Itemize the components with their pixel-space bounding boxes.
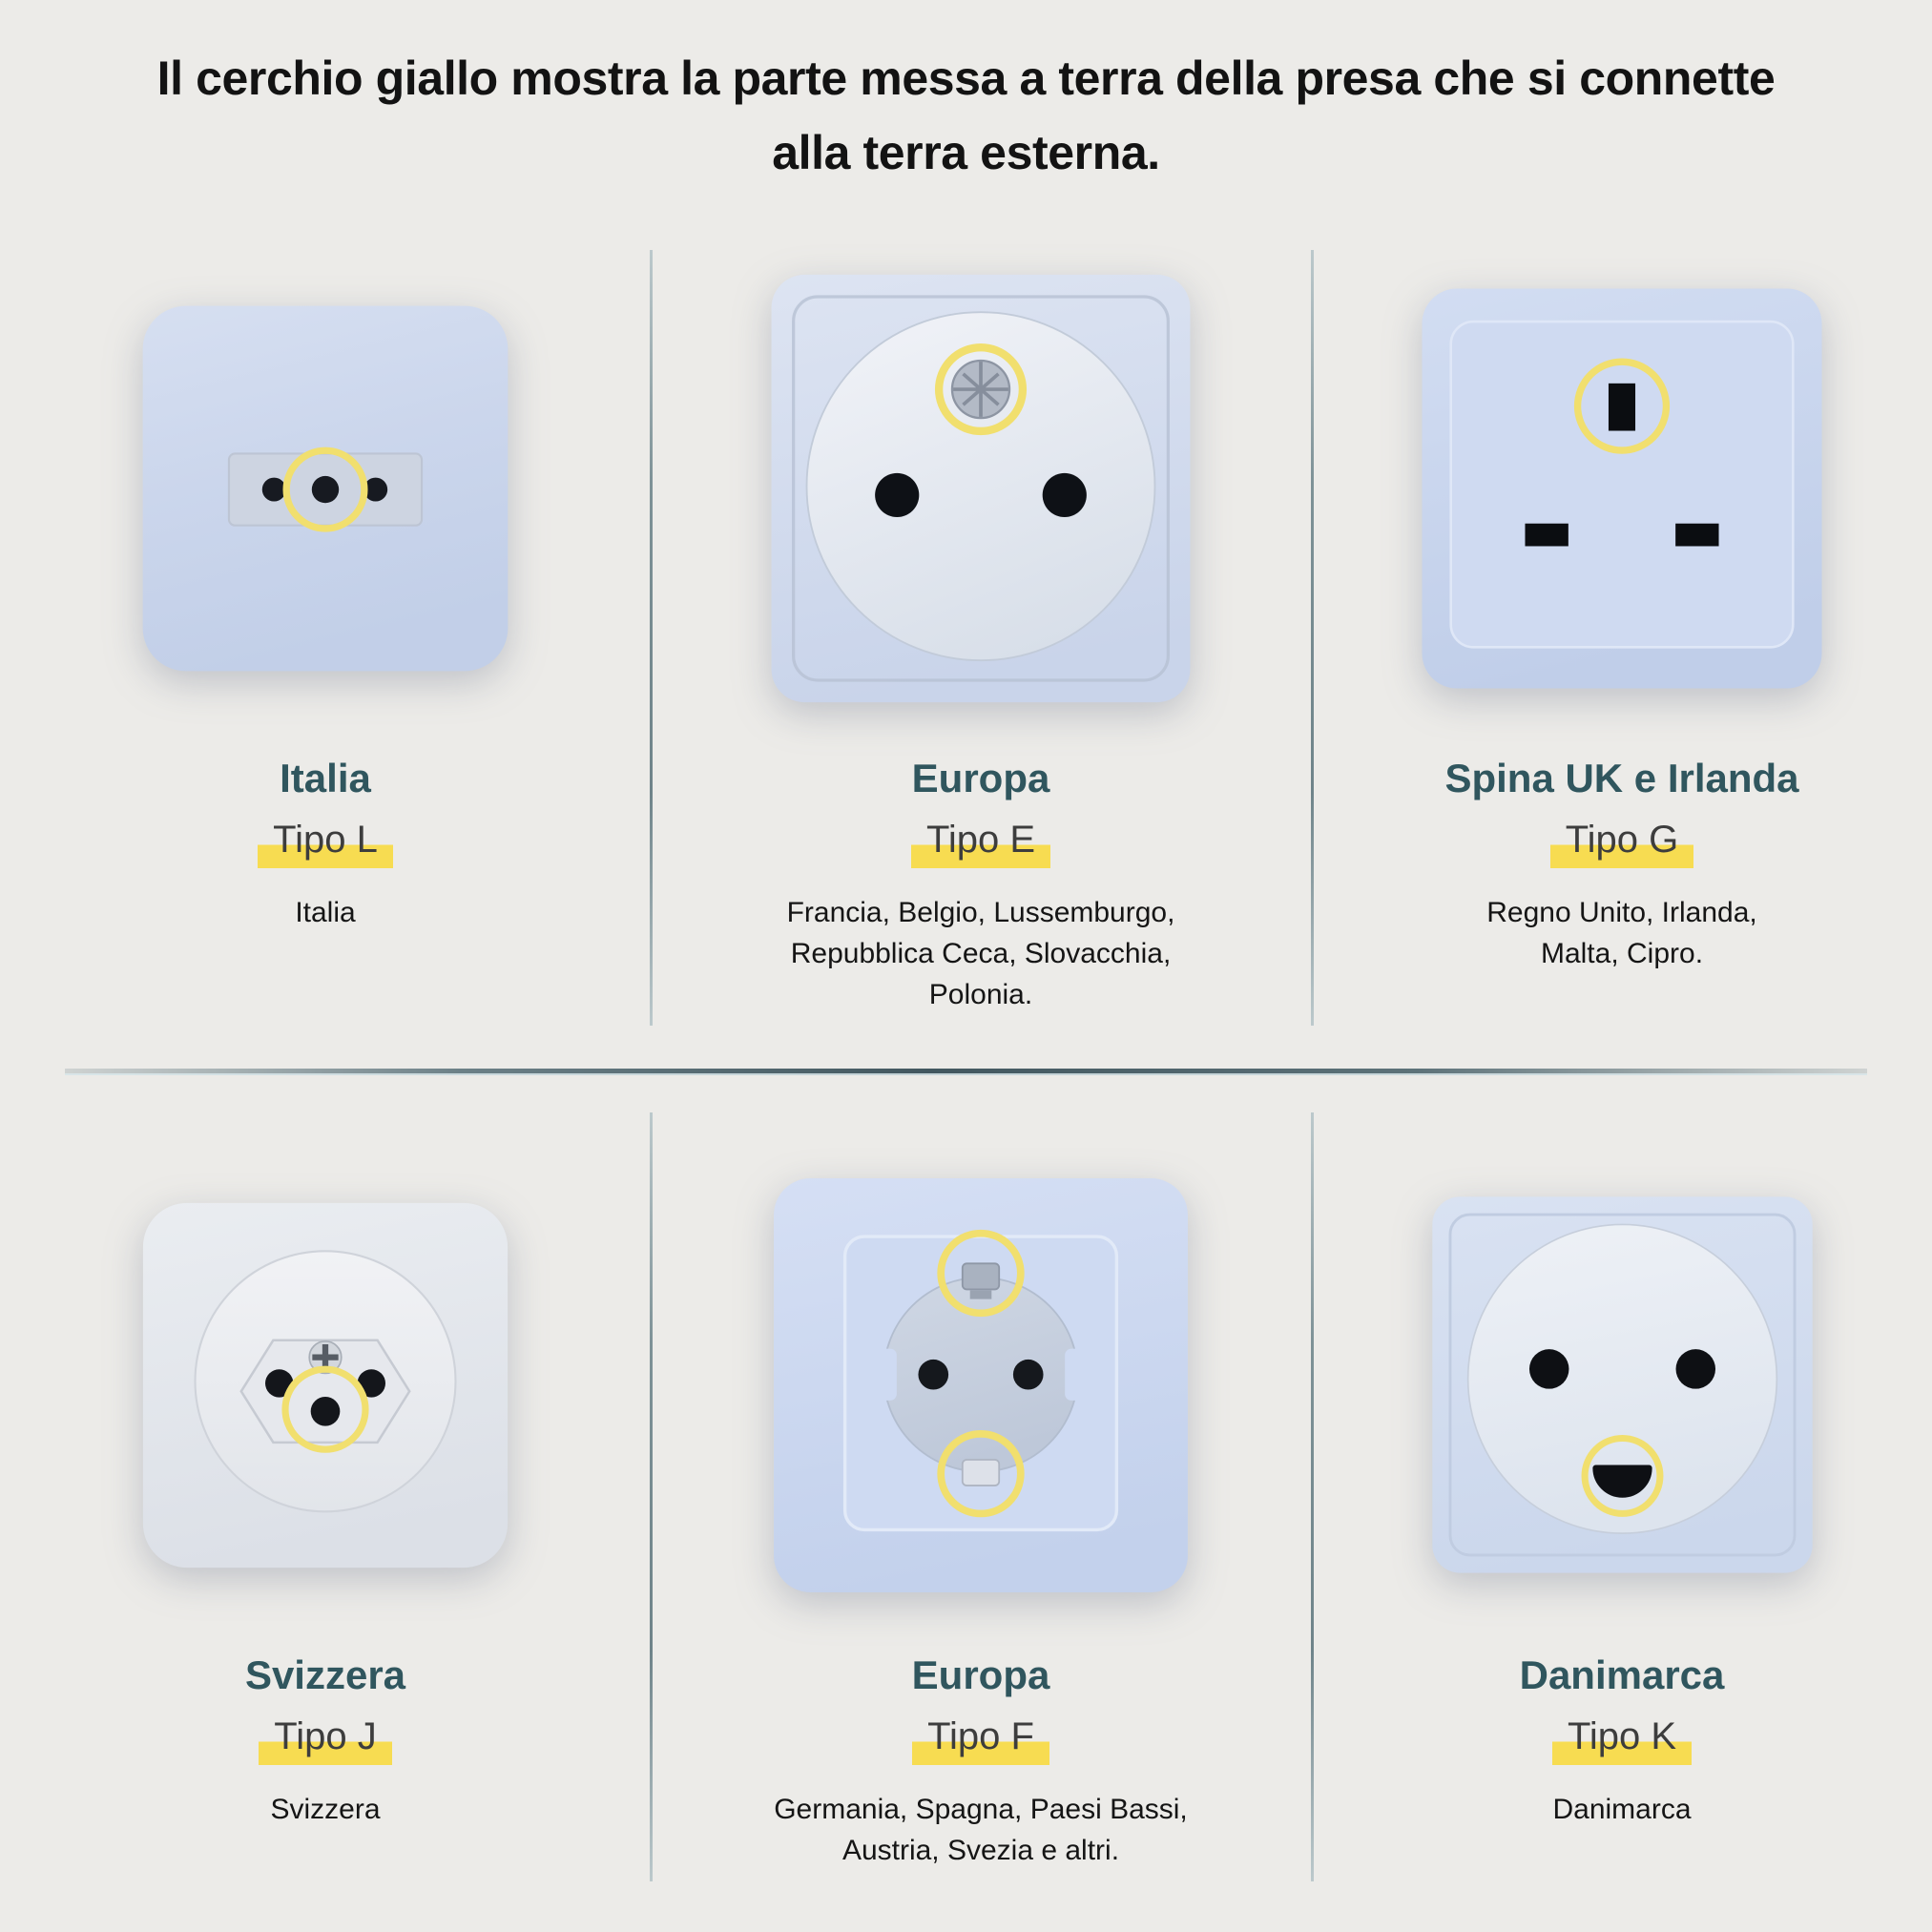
side-notch xyxy=(866,1348,897,1401)
vertical-divider xyxy=(1311,1112,1314,1881)
ground-pin-hole xyxy=(311,475,340,503)
region-label: Spina UK e Irlanda xyxy=(1444,756,1799,800)
type-label-highlighted: Tipo L xyxy=(258,818,393,868)
card-europa-type-f: Europa Tipo F Germania, Spagna, Paesi Ba… xyxy=(675,1114,1286,1872)
socket-type-g-illustration xyxy=(1422,287,1822,689)
card-danimarca-type-k: Danimarca Tipo K Danimarca xyxy=(1317,1114,1927,1831)
socket-round-face xyxy=(805,310,1156,661)
ground-pin-texture xyxy=(953,361,1008,417)
ground-highlight-circle xyxy=(1573,357,1671,454)
socket-type-l-illustration xyxy=(142,305,509,671)
ground-highlight-circle xyxy=(937,1429,1025,1517)
region-label: Svizzera xyxy=(244,1652,406,1697)
ground-clip-top-lip xyxy=(969,1290,992,1299)
card-europa-type-e: Europa Tipo E Francia, Belgio, Lussembur… xyxy=(675,218,1286,1016)
side-notch xyxy=(1065,1348,1095,1401)
socket-area xyxy=(675,1114,1286,1655)
pin-slot xyxy=(1675,523,1719,546)
region-label: Europa xyxy=(911,756,1050,800)
ground-pin-hole xyxy=(310,1396,341,1426)
region-label: Italia xyxy=(280,756,371,800)
plate-inner-border xyxy=(792,294,1170,682)
type-label-highlighted: Tipo K xyxy=(1551,1714,1693,1765)
socket-type-k-illustration xyxy=(1431,1196,1813,1573)
pin-hole xyxy=(261,477,286,502)
socket-area xyxy=(20,218,631,758)
socket-area xyxy=(1317,1114,1927,1655)
pin-slot xyxy=(1525,523,1568,546)
socket-round-recess xyxy=(883,1276,1079,1472)
pin-hole xyxy=(1675,1349,1715,1389)
card-uk-irlanda-type-g: Spina UK e Irlanda Tipo G Regno Unito, I… xyxy=(1317,218,1927,975)
ground-pin-hole xyxy=(1591,1465,1652,1498)
card-italia-type-l: Italia Tipo L Italia xyxy=(20,218,631,934)
type-label-highlighted: Tipo G xyxy=(1549,818,1694,868)
vertical-divider xyxy=(650,1112,653,1881)
socket-round-face xyxy=(1466,1223,1777,1534)
region-label: Danimarca xyxy=(1519,1652,1725,1697)
socket-inner-face xyxy=(1449,320,1795,649)
pin-hole xyxy=(1528,1349,1568,1389)
socket-type-e-illustration xyxy=(771,274,1191,702)
countries-list: Svizzera xyxy=(270,1794,381,1825)
ground-highlight-circle xyxy=(934,343,1028,435)
ground-slot xyxy=(1608,383,1636,431)
type-label-highlighted: Tipo J xyxy=(259,1714,392,1765)
pin-hole xyxy=(1042,472,1087,517)
socket-type-f-illustration xyxy=(774,1177,1188,1592)
ground-highlight-circle xyxy=(1581,1434,1663,1517)
ground-highlight-circle xyxy=(282,447,368,532)
ground-highlight-circle xyxy=(937,1229,1025,1317)
countries-list: Regno Unito, Irlanda, Malta, Cipro. xyxy=(1486,897,1757,969)
page-title: Il cerchio giallo mostra la parte messa … xyxy=(156,52,1776,179)
region-label: Europa xyxy=(911,1652,1050,1697)
card-svizzera-type-j: Svizzera Tipo J Svizzera xyxy=(20,1114,631,1831)
type-label-highlighted: Tipo F xyxy=(912,1714,1049,1765)
pin-hole xyxy=(875,472,920,517)
countries-list: Germania, Spagna, Paesi Bassi, Austria, … xyxy=(774,1794,1188,1866)
type-label-highlighted: Tipo E xyxy=(910,818,1051,868)
socket-area xyxy=(1317,218,1927,758)
pin-hole xyxy=(1012,1359,1044,1390)
pin-hole xyxy=(364,477,388,502)
ground-clip-top xyxy=(961,1261,1001,1290)
pin-hole xyxy=(918,1359,949,1390)
socket-area xyxy=(20,1114,631,1655)
socket-type-j-illustration xyxy=(142,1202,509,1568)
ground-clip-bottom xyxy=(961,1458,1001,1486)
vertical-divider xyxy=(650,250,653,1026)
countries-list: Danimarca xyxy=(1552,1794,1692,1825)
plate-inner-border xyxy=(1448,1213,1796,1557)
horizontal-divider xyxy=(65,1069,1867,1075)
vertical-divider xyxy=(1311,250,1314,1026)
ground-highlight-circle xyxy=(281,1365,369,1453)
countries-list: Italia xyxy=(295,897,356,928)
socket-area xyxy=(675,218,1286,758)
countries-list: Francia, Belgio, Lussemburgo, Repubblica… xyxy=(786,897,1175,1010)
